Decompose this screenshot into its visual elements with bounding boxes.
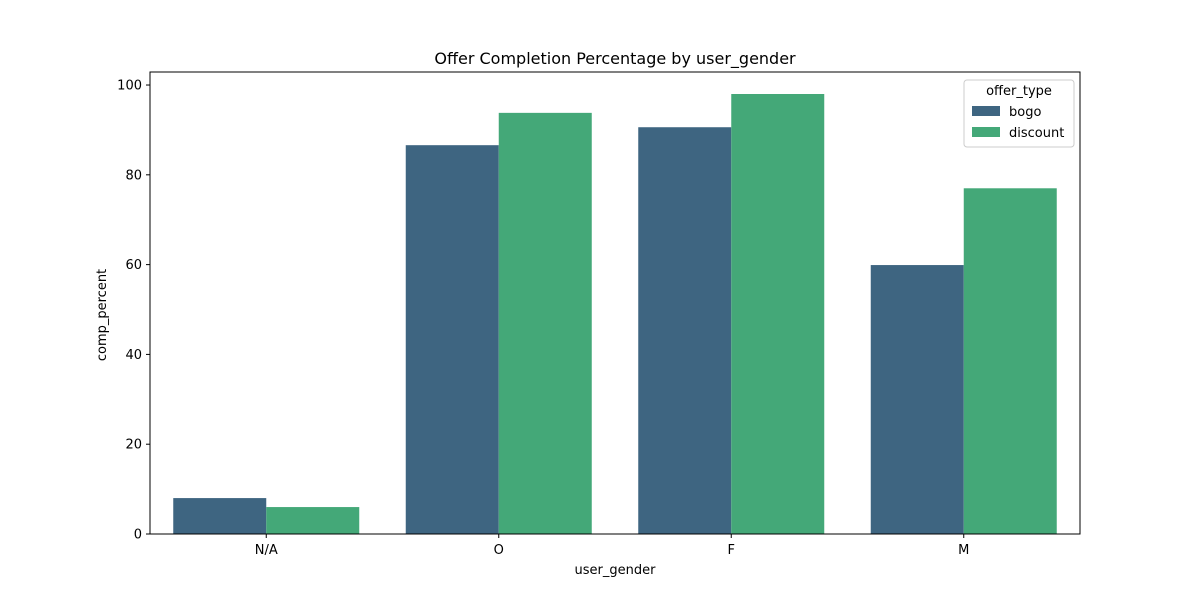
legend-swatch-discount [972,127,1000,137]
y-tick-label: 40 [125,348,142,363]
bar-discount-o [498,112,592,534]
y-tick-label: 100 [117,79,142,94]
x-axis: N/A O F M [255,534,969,558]
x-tick-label: M [958,543,969,558]
legend-title: offer_type [986,84,1052,99]
plot-frame [149,71,1081,535]
y-tick-label: 0 [134,528,142,543]
bar-discount-na [266,507,360,534]
y-tick-label: 60 [125,258,142,273]
bar-bogo-f [638,127,732,534]
legend-swatch-bogo [972,106,1000,116]
y-tick-label: 20 [125,438,142,453]
x-tick-label: N/A [255,543,278,558]
x-tick-label: O [494,543,504,558]
legend-items: bogo discount [972,105,1064,141]
y-tick-label: 80 [125,168,142,183]
legend-label-discount: discount [1009,126,1064,141]
legend: offer_type bogo discount [963,79,1075,148]
bar-bogo-m [870,265,964,534]
legend-label-bogo: bogo [1009,105,1041,120]
y-axis: 0 20 40 60 80 100 [117,79,150,543]
bar-discount-f [731,94,825,534]
y-axis-label: comp_percent [95,269,110,361]
bar-discount-m [963,188,1057,535]
bar-bogo-o [405,145,499,535]
bar-bogo-na [173,498,267,534]
x-axis-label: user_gender [575,563,657,578]
x-tick-label: F [728,543,735,558]
plot-area [173,94,1057,535]
chart-title: Offer Completion Percentage by user_gend… [434,49,796,69]
